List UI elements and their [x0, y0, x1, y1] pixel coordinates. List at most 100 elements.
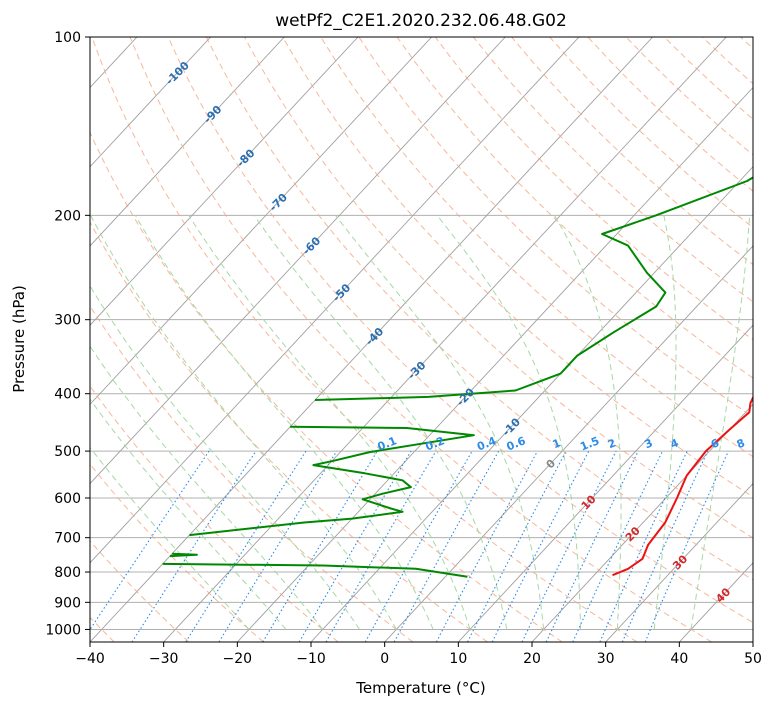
x-tick-label: −30 [149, 651, 179, 667]
dry-adiabat-line [473, 37, 753, 303]
moist-adiabat-line [335, 214, 545, 630]
mixing-ratio-label: 2 [606, 436, 618, 451]
mixing-ratio-label: 4 [668, 436, 680, 451]
dry-adiabat-line [205, 37, 753, 581]
isotherm-line [310, 166, 753, 642]
dry-adiabat-line [434, 37, 753, 341]
x-tick-label: −40 [75, 651, 105, 667]
mixing-ratio-line [185, 450, 307, 642]
isotherm-line [90, 37, 580, 564]
isotherm-line [679, 562, 753, 642]
mixing-ratio-line [599, 450, 688, 642]
isotherm-line [90, 37, 506, 485]
isotherm-line [384, 245, 753, 642]
moist-adiabat-line [90, 398, 287, 630]
mixing-ratio-line [262, 450, 378, 642]
y-tick-label: 1000 [45, 622, 81, 638]
isotherm-line [90, 37, 653, 642]
dry-adiabat-line [90, 221, 488, 642]
mixing-ratio-line [131, 450, 257, 642]
y-tick-label: 700 [54, 531, 81, 547]
dry-adiabat-line [320, 37, 753, 458]
x-tick-label: 30 [597, 651, 615, 667]
dry-adiabat-line [167, 37, 753, 624]
dewpoint-trace [314, 176, 753, 401]
x-axis-title: Temperature (°C) [355, 679, 485, 697]
mixing-ratio-line [364, 450, 473, 642]
line-labels: 0.10.20.40.611.52346810131620253036-100-… [163, 59, 775, 606]
mixing-ratio-line [90, 450, 210, 631]
dry-adiabat-line [701, 37, 753, 85]
isotherm-line [90, 37, 285, 247]
mixing-ratio-label: 1 [551, 436, 563, 451]
moist-adiabat-line [553, 215, 622, 630]
x-axis: −40 −30 −20 −10 0 10 20 30 40 50 [75, 642, 762, 667]
isotherm-value-label: -100 [163, 59, 192, 88]
mixing-ratio-label: 10 [757, 435, 775, 453]
moist-adiabat-line [436, 214, 581, 630]
isotherm-line [237, 86, 753, 642]
x-tick-label: −20 [223, 651, 253, 667]
mixing-ratio-line [435, 450, 538, 642]
dry-adiabat-line [663, 37, 753, 120]
dry-adiabat-line [90, 385, 339, 642]
background-lines [90, 37, 753, 642]
moist-adiabat-line [90, 215, 397, 630]
moist-adiabat-line [90, 446, 250, 630]
moist-adiabat-line [134, 215, 434, 630]
dry-adiabat-line [90, 463, 264, 642]
moist-adiabat-line [90, 345, 324, 630]
isotherm-line [531, 403, 753, 642]
dry-adiabat-line [244, 37, 753, 539]
y-axis: 1000 900 800 700 600 500 400 300 200 100 [45, 30, 90, 638]
dewpoint-trace [189, 425, 475, 537]
mixing-ratio-line [218, 450, 338, 642]
dewpoint-trace [162, 562, 468, 578]
y-tick-label: 500 [54, 444, 81, 460]
dry-adiabat-line [549, 37, 753, 229]
mixing-ratio-label: 8 [735, 436, 747, 451]
dry-adiabat-line [282, 37, 753, 498]
y-tick-label: 200 [54, 208, 81, 224]
y-tick-label: 100 [54, 30, 81, 46]
mixing-ratio-line [644, 450, 729, 642]
x-tick-label: 0 [380, 651, 389, 667]
isotherm-line [163, 37, 727, 642]
dry-adiabat-line [396, 37, 753, 379]
dry-adiabat-line [90, 131, 563, 642]
mixing-ratio-line [572, 450, 663, 642]
x-tick-label: 10 [449, 651, 467, 667]
sounding-traces [162, 176, 753, 578]
moist-adiabat-line [188, 215, 471, 630]
mixing-ratio-line [621, 450, 709, 642]
x-tick-label: 50 [744, 651, 762, 667]
isotherm-line [90, 37, 359, 326]
dewpoint-trace [169, 552, 198, 558]
isotherm-line [458, 324, 753, 642]
moist-adiabat-line [690, 215, 751, 630]
dry-adiabat-line [91, 37, 638, 642]
dry-adiabat-line [90, 540, 190, 642]
y-tick-label: 400 [54, 387, 81, 403]
y-tick-label: 600 [54, 491, 81, 507]
isotherm-line [90, 37, 432, 406]
mixing-ratio-label: 3 [643, 436, 655, 451]
y-tick-label: 900 [54, 595, 81, 611]
moist-adiabat-line [253, 215, 508, 630]
dry-adiabat-line [511, 37, 753, 266]
dry-adiabat-line [740, 37, 753, 50]
mixing-ratio-line [521, 450, 617, 642]
plot-frame [89, 36, 754, 643]
temperature-trace [612, 395, 753, 577]
x-tick-label: 40 [670, 651, 688, 667]
x-tick-label: −10 [296, 651, 326, 667]
y-tick-label: 800 [54, 565, 81, 581]
dry-adiabat-line [129, 37, 712, 642]
mixing-ratio-line [491, 450, 590, 642]
x-tick-label: 20 [523, 651, 541, 667]
mixing-ratio-line [393, 450, 500, 642]
y-tick-label: 300 [54, 313, 81, 329]
isotherm-line [90, 37, 211, 168]
chart-title: wetPf2_C2E1.2020.232.06.48.G02 [275, 11, 567, 31]
